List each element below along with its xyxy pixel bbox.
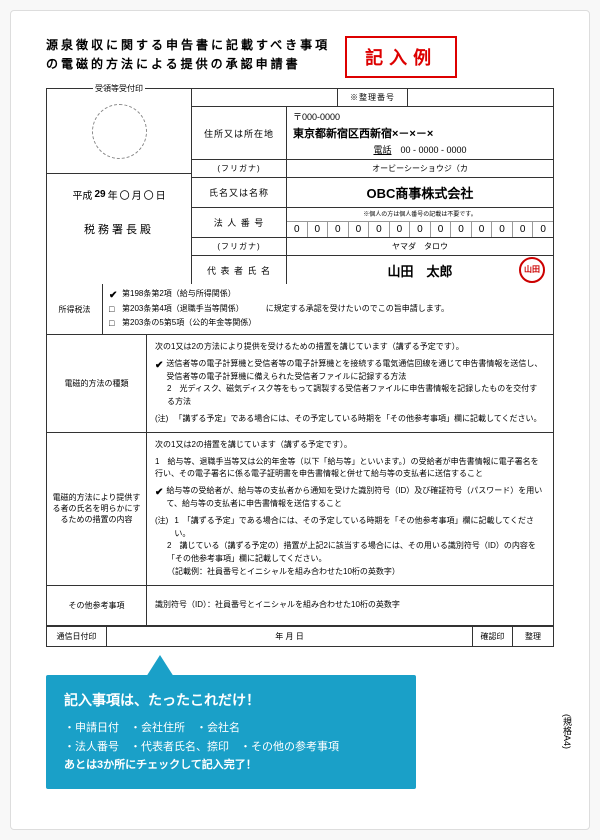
checkmark-icon: ✔ — [109, 288, 119, 303]
disclosure-section: 電磁的方法により提供する者の氏名を明らかにするための措置の内容 次の1又は2の措… — [47, 433, 553, 586]
stamp-label: 受領等受付印 — [93, 83, 145, 94]
address-content: 〒000-0000 東京都新宿区西新宿×－×－× 電話 00 - 0000 - … — [287, 107, 553, 159]
houjin-digit: 0 — [410, 222, 431, 237]
address-row: 住所又は所在地 〒000-0000 東京都新宿区西新宿×－×－× 電話 00 -… — [192, 107, 553, 160]
method-section: 電磁的方法の種類 次の1又は2の方法により提供を受けるための措置を講じています（… — [47, 335, 553, 433]
checkmark-icon: ✔ — [155, 358, 163, 374]
left-block: 受領等受付印 平成 29 年 〇 月 〇 日 税務署長殿 — [47, 89, 192, 284]
checkmark-icon: ✔ — [155, 485, 163, 501]
postal: 〒000-0000 — [293, 110, 547, 123]
furigana1-row: (フリガナ) オービーシーショウジ（カ — [192, 160, 553, 178]
bottom-row: 通信日付印 年 月 日 確認印 整理 — [47, 626, 553, 646]
seal-icon: 山田 — [519, 257, 545, 283]
houjin-digit: 0 — [287, 222, 308, 237]
houjin-row: 法 人 番 号 ※個人の方は個人番号の記載は不要です。 000000000000… — [192, 208, 553, 238]
callout-line2: ・法人番号 ・代表者氏名、捺印 ・その他の参考事項 — [64, 738, 398, 757]
houjin-digit: 0 — [390, 222, 411, 237]
address-line: 東京都新宿区西新宿×－×－× — [293, 125, 547, 141]
houjin-digits: 0000000000000 — [287, 222, 553, 237]
houjin-digit: 0 — [308, 222, 329, 237]
houjin-digit: 0 — [492, 222, 513, 237]
ref-number-row: ※整理番号 — [192, 89, 553, 107]
houjin-digit: 0 — [431, 222, 452, 237]
representative-row: 代 表 者 氏 名 山田 太郎 山田 — [192, 256, 553, 284]
callout-line1: ・申請日付 ・会社住所 ・会社名 — [64, 719, 398, 738]
checkbox-icon: □ — [109, 303, 119, 317]
right-block: ※整理番号 住所又は所在地 〒000-0000 東京都新宿区西新宿×－×－× 電… — [192, 89, 553, 284]
checkbox-icon: □ — [109, 317, 119, 331]
application-date: 平成 29 年 〇 月 〇 日 — [47, 174, 191, 214]
callout-line3: あとは3か所にチェックして記入完了！ — [64, 756, 398, 775]
houjin-digit: 0 — [451, 222, 472, 237]
format-label: (規格A4) — [561, 714, 574, 749]
top-section: 受領等受付印 平成 29 年 〇 月 〇 日 税務署長殿 ※整理番号 — [47, 89, 553, 284]
company-name-row: 氏名又は名称 OBC商事株式会社 — [192, 178, 553, 208]
receipt-stamp-area: 受領等受付印 — [47, 89, 191, 174]
header: 源泉徴収に関する申告書に記載すべき事項 の電磁的方法による提供の承認申請書 記入… — [46, 36, 554, 78]
houjin-digit: 0 — [349, 222, 370, 237]
title-block: 源泉徴収に関する申告書に記載すべき事項 の電磁的方法による提供の承認申請書 — [46, 36, 330, 74]
title-line2: の電磁的方法による提供の承認申請書 — [46, 55, 330, 74]
houjin-digit: 0 — [533, 222, 553, 237]
tax-law-checks: ✔第198条第2項（給与所得関係） □第203条第4項（退職手当等関係） に規定… — [103, 284, 553, 334]
furigana2-row: (フリガナ) ヤマダ タロウ — [192, 238, 553, 256]
tax-law-row: 所得税法 ✔第198条第2項（給与所得関係） □第203条第4項（退職手当等関係… — [47, 284, 553, 335]
ref-label: ※整理番号 — [338, 89, 408, 106]
address-label: 住所又は所在地 — [192, 107, 287, 159]
houjin-digit: 0 — [513, 222, 534, 237]
tax-office: 税務署長殿 — [47, 214, 191, 244]
ref-value — [408, 89, 553, 106]
houjin-digit: 0 — [369, 222, 390, 237]
callout-bubble: 記入事項は、たったこれだけ！ ・申請日付 ・会社住所 ・会社名 ・法人番号 ・代… — [46, 675, 416, 789]
form-page: 源泉徴収に関する申告書に記載すべき事項 の電磁的方法による提供の承認申請書 記入… — [10, 10, 590, 830]
other-section: その他参考事項 識別符号（ID）：社員番号とイニシャルを組み合わせた10桁の英数… — [47, 586, 553, 626]
houjin-digit: 0 — [328, 222, 349, 237]
stamp-circle-icon — [92, 104, 147, 159]
callout-title: 記入事項は、たったこれだけ！ — [64, 689, 398, 713]
form-frame: 受領等受付印 平成 29 年 〇 月 〇 日 税務署長殿 ※整理番号 — [46, 88, 554, 647]
example-badge: 記入例 — [345, 36, 457, 78]
title-line1: 源泉徴収に関する申告書に記載すべき事項 — [46, 36, 330, 55]
houjin-digit: 0 — [472, 222, 493, 237]
